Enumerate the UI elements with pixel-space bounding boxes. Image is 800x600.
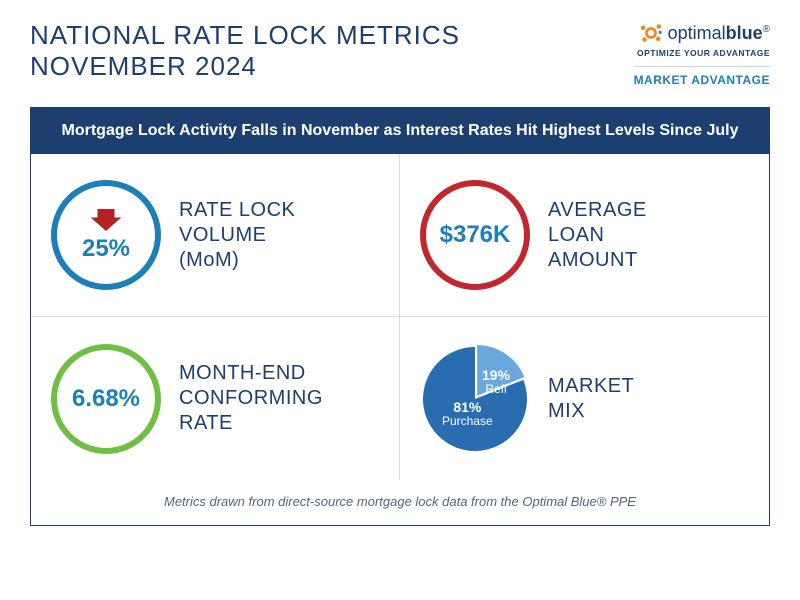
metric-avg-loan: $376K AVERAGELOANAMOUNT <box>400 154 769 317</box>
brand-logo-icon <box>638 20 664 46</box>
metric-label: AVERAGELOANAMOUNT <box>548 198 647 273</box>
metrics-panel: Mortgage Lock Activity Falls in November… <box>30 107 770 526</box>
pie-slice-label-purchase: 81%Purchase <box>442 400 493 429</box>
metric-market-mix: 81%Purchase 19%Refi MARKETMIX <box>400 317 769 480</box>
metric-circle: $376K <box>420 180 530 290</box>
title-block: NATIONAL RATE LOCK METRICS NOVEMBER 2024 <box>30 20 460 87</box>
pie-slice-label-refi: 19%Refi <box>482 368 510 397</box>
metric-label: MARKETMIX <box>548 374 634 424</box>
metric-value: $376K <box>440 221 511 249</box>
page-title-line2: NOVEMBER 2024 <box>30 51 460 82</box>
footnote: Metrics drawn from direct-source mortgag… <box>31 480 769 525</box>
brand-divider <box>634 66 770 67</box>
brand-subtitle: MARKET ADVANTAGE <box>634 73 770 87</box>
brand-block: optimalblue® OPTIMIZE YOUR ADVANTAGE MAR… <box>634 20 770 87</box>
brand-name: optimalblue® <box>668 23 770 44</box>
metric-rate-lock-volume: 25% RATE LOCKVOLUME(MoM) <box>31 154 400 317</box>
metrics-grid: 25% RATE LOCKVOLUME(MoM) $376K AVERAGELO… <box>31 154 769 480</box>
banner-text: Mortgage Lock Activity Falls in November… <box>31 108 769 154</box>
header: NATIONAL RATE LOCK METRICS NOVEMBER 2024… <box>0 0 800 97</box>
page-title-line1: NATIONAL RATE LOCK METRICS <box>30 20 460 51</box>
metric-value: 6.68% <box>72 385 140 413</box>
brand-tagline: OPTIMIZE YOUR ADVANTAGE <box>634 48 770 58</box>
metric-value: 25% <box>82 235 130 263</box>
metric-circle: 25% <box>51 180 161 290</box>
metric-circle: 6.68% <box>51 344 161 454</box>
metric-label: RATE LOCKVOLUME(MoM) <box>179 198 295 273</box>
pie-chart: 81%Purchase 19%Refi <box>420 344 530 454</box>
metric-conforming-rate: 6.68% MONTH-ENDCONFORMINGRATE <box>31 317 400 480</box>
brand-row: optimalblue® <box>634 20 770 46</box>
metric-label: MONTH-ENDCONFORMINGRATE <box>179 361 323 436</box>
down-arrow-icon <box>89 207 123 233</box>
